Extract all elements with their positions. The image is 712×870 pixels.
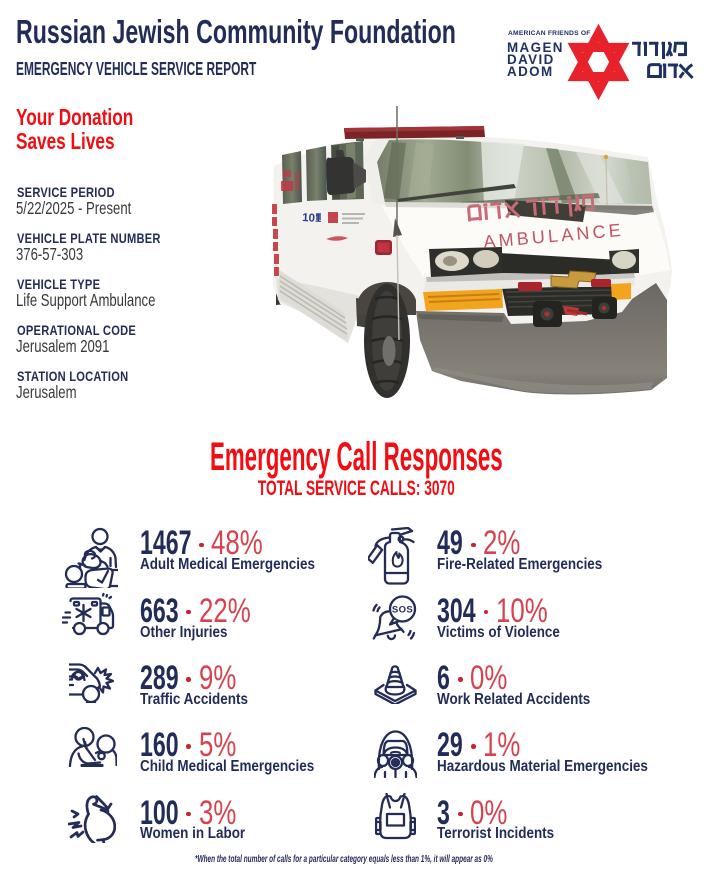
svg-text:DAVID: DAVID xyxy=(507,52,555,67)
svg-text:MAGEN: MAGEN xyxy=(507,40,564,55)
svg-text:ADOM: ADOM xyxy=(507,64,554,79)
svg-text:SOS: SOS xyxy=(392,605,413,616)
svg-text:AMERICAN FRIENDS OF: AMERICAN FRIENDS OF xyxy=(508,30,591,37)
